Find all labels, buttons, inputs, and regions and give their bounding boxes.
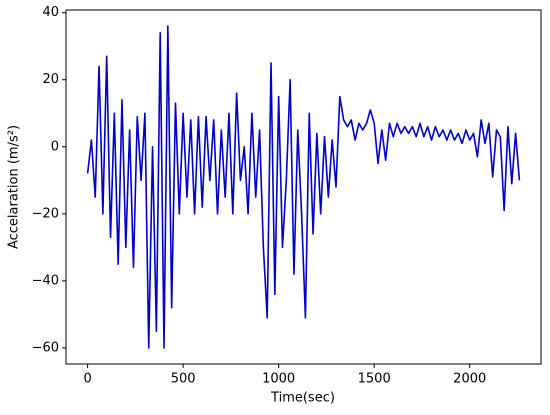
- x-tick-label: 1500: [358, 372, 391, 387]
- y-tick-label: 0: [51, 139, 59, 154]
- x-tick-label: 500: [171, 372, 196, 387]
- y-tick-label: −20: [32, 206, 59, 221]
- y-axis-label: Accelaration (m/s²): [7, 125, 22, 249]
- x-tick-label: 1000: [262, 372, 295, 387]
- line-series: [86, 25, 521, 349]
- y-tick-label: 20: [42, 72, 59, 87]
- x-axis-label: Time(sec): [270, 391, 335, 406]
- y-tick-label: 40: [42, 5, 59, 20]
- y-tick-label: −60: [32, 340, 59, 355]
- plot-frame: [65, 9, 542, 365]
- x-tick-label: 2000: [453, 372, 486, 387]
- x-tick-label: 0: [83, 372, 91, 387]
- y-tick-label: −40: [32, 273, 59, 288]
